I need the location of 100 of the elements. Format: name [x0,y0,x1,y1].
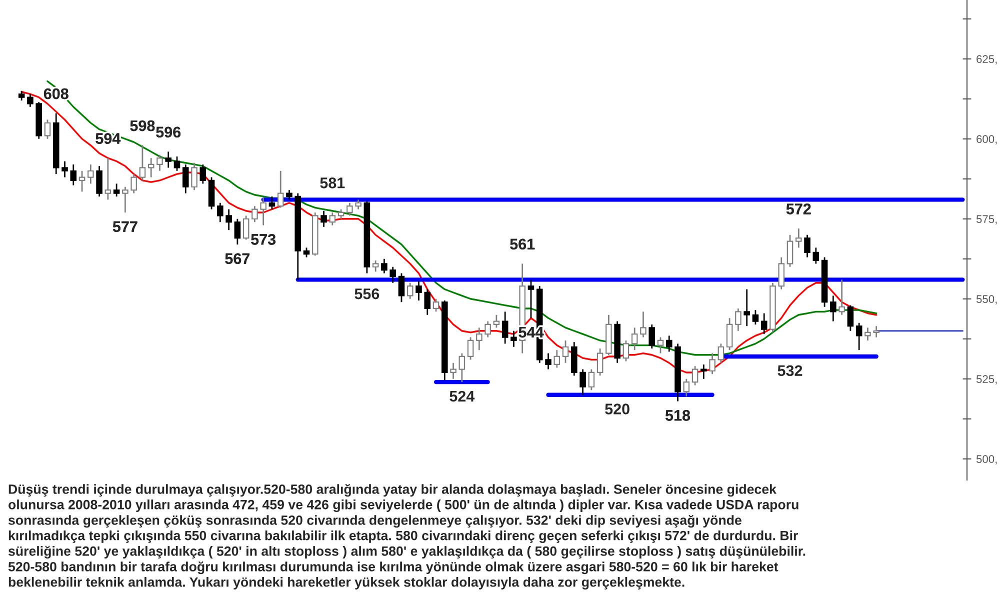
candlestick [113,182,120,198]
candlestick [191,162,198,191]
candlestick [683,378,690,398]
candlestick [406,282,414,300]
candlestick [78,170,86,192]
annotation: 561 [510,238,535,250]
candlestick [648,324,656,350]
annotation: 567 [225,253,250,264]
candlestick [416,280,422,302]
candlestick [148,157,154,178]
candlestick [752,309,759,326]
candlestick [130,173,137,194]
candlestick [666,334,672,352]
candlestick [588,368,595,391]
candlestick [467,336,474,360]
candlestick [277,170,284,208]
series-label: 581 [320,178,345,188]
y-tick-label: 525, [976,375,997,384]
candlestick [70,164,77,186]
candlestick [329,212,336,226]
candlestick [268,196,276,210]
annotation: 518 [665,410,690,421]
candlestick [165,150,172,168]
annotation: 596 [156,126,181,138]
candlestick [200,164,206,184]
candlestick [217,202,224,223]
candlestick [260,197,266,226]
candlestick [493,314,500,328]
candlestick [398,272,405,303]
candlestick [96,165,102,198]
y-tick-label: 600, [976,135,997,144]
candlestick [562,340,569,364]
candlestick [864,326,871,342]
candlestick [856,322,862,351]
candlestick [812,246,820,264]
candlestick [545,352,552,370]
candlestick [44,118,51,140]
candlestick [778,256,785,290]
candlestick [580,368,586,396]
candlestick [355,198,362,210]
candlestick [510,330,517,348]
candlestick [62,160,68,178]
y-tick-label: 625, [976,55,997,64]
series-label: 532 [778,365,802,376]
y-tick-label: 500, [976,455,997,464]
candlestick [320,210,327,228]
candlestick [450,362,456,380]
candlestick [718,342,724,364]
candlestick [484,320,491,338]
candlestick [390,266,396,284]
candlestick [18,90,25,102]
candlestick [252,205,258,223]
candlestick [657,336,664,354]
candlestick [554,349,560,368]
series-label: 520 [605,404,630,414]
candlestick [458,352,466,383]
candlestick [182,164,189,194]
candlestick [804,234,810,258]
candlestick [139,144,146,182]
candlestick [795,228,802,248]
candlestick [709,352,716,375]
candlestick [424,288,431,316]
annotation: 594 [96,133,121,144]
y-tick-label: 550, [976,295,997,304]
annotation: 572 [786,204,811,214]
candlestick [838,278,845,316]
series-label: 524 [450,390,475,402]
series-label: 556 [354,288,380,300]
candlestick [744,288,750,327]
annotation: 577 [112,221,138,232]
candlestick [735,308,742,332]
candlestick [847,304,854,332]
candlestick [156,154,163,172]
candlestick [303,246,310,258]
candlestick [381,258,388,274]
candlestick [622,340,630,362]
candlestick [174,156,180,172]
candlestick [726,317,733,351]
text: Düşüş trendi içinde durulmaya çalışıyor.520-580 aralığında yatay bir alanda dolaşmaya başladı. Seneler öncesine gidecek olunursa 2008-2010 yılları arasında 472, 459 ve 426 gibi seviyelerde ( 500' ün de altında ) dipler var. Kısa vadede USDA raporu sonrasında gerçekleşen çöküş sonrasında 520 civarında dengelenmeye çalışıyor. 532' deki dip seviyesi aşağı yönde kırılmadıkça tepki çıkışında 550 civarına bakılabilir ilk etapta. 580 civarındaki direnç geçen seferki çıkışı 572' de durdurdu. Bir süreliğine 520' ye yaklaşıldıkça ( 520' in altı stoploss ) alım 580' e yaklaşıldıkça da ( 580 geçilirse stoploss ) satış düşünülebilir. 520-580 bandının bir tarafa doğru kırılması durumunda ise kırılma yönünde olmak üzere asgari 580-520 = 60 lık bir hareket beklenebilir teknik anlamda. Yukarı yöndeki hareketler yüksek stoklar dolayısıyla daha zor gerçekleşmekte. [8,484,806,590]
candlestick [700,364,707,380]
annotation: 573 [251,234,276,245]
candlestick [432,298,440,312]
candlestick [234,218,241,246]
candlestick [640,310,646,338]
candlestick [27,93,34,108]
candlestick [760,312,768,335]
candlestick [372,260,379,272]
candlestick [830,294,836,322]
candlestick [104,157,112,200]
candlestick [692,365,698,386]
candlestick [286,189,292,200]
y-tick-label: 575, [976,215,997,224]
candlestick [476,326,482,351]
candlestick [502,310,508,344]
candlestick [528,278,534,319]
candlestick [596,348,604,376]
candlestick [242,214,250,240]
candlestick [873,325,880,338]
candlestick [786,234,794,268]
candlestick [338,208,344,220]
